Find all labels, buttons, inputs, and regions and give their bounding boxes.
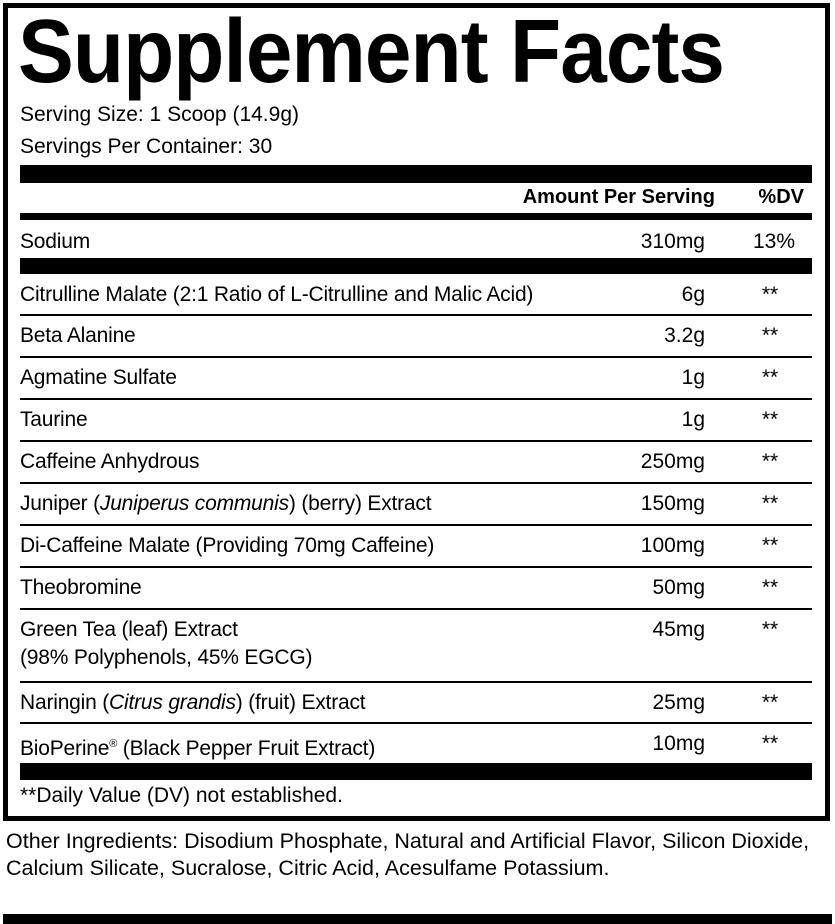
amount-header: Amount Per Serving: [522, 186, 715, 208]
name-part: ) (berry) Extract: [288, 492, 432, 515]
ingredient-amount: 50mg: [652, 576, 705, 599]
ingredient-row: Theobromine 50mg **: [20, 568, 812, 610]
ingredient-row: Juniper (Juniperus communis) (berry) Ext…: [20, 484, 812, 526]
ingredient-row: Beta Alanine 3.2g **: [20, 316, 812, 358]
ingredient-name: Green Tea (leaf) Extract (98% Polyphenols…: [20, 616, 312, 672]
ingredient-row: BioPerine® (Black Pepper Fruit Extract) …: [20, 724, 812, 763]
ingredient-name: Juniper (Juniperus communis) (berry) Ext…: [20, 490, 432, 518]
ingredient-amount: 10mg: [652, 732, 705, 755]
name-line: (98% Polyphenols, 45% EGCG): [20, 646, 313, 669]
ingredient-dv: **: [761, 450, 779, 473]
medium-divider: [20, 213, 812, 220]
ingredient-name: Theobromine: [20, 576, 142, 599]
ingredient-name: Di-Caffeine Malate (Providing 70mg Caffe…: [20, 534, 435, 557]
name-part: Juniper (: [20, 492, 100, 515]
ingredient-dv: **: [761, 534, 779, 557]
ingredient-amount: 100mg: [640, 534, 705, 557]
thick-divider: [20, 165, 812, 183]
ingredient-dv: **: [761, 283, 779, 306]
nutrient-row-sodium: Sodium 310mg 13%: [20, 222, 812, 258]
name-part: ) (fruit) Extract: [235, 691, 366, 714]
ingredient-amount: 3.2g: [664, 324, 705, 347]
latin-name: Juniperus communis: [99, 492, 289, 515]
registered-mark: ®: [109, 738, 118, 750]
ingredient-amount: 150mg: [640, 492, 705, 515]
ingredient-row: Caffeine Anhydrous 250mg **: [20, 442, 812, 484]
ingredient-amount: 6g: [681, 283, 705, 306]
ingredient-row: Citrulline Malate (2:1 Ratio of L-Citrul…: [20, 275, 812, 316]
other-ingredients: Other Ingredients: Disodium Phosphate, N…: [6, 829, 810, 880]
ingredient-dv: **: [761, 408, 779, 431]
name-part: Naringin (: [20, 691, 110, 714]
thick-divider: [20, 763, 812, 780]
nutrient-name: Sodium: [20, 230, 91, 253]
ingredient-name: Naringin (Citrus grandis) (fruit) Extrac…: [20, 689, 366, 717]
bottom-bar: [3, 914, 832, 924]
dv-header: %DV: [758, 186, 804, 208]
name-part: BioPerine: [20, 737, 110, 760]
name-line: Green Tea (leaf) Extract: [20, 618, 238, 641]
ingredient-dv: **: [761, 732, 779, 755]
ingredient-name: Agmatine Sulfate: [20, 366, 177, 389]
ingredient-dv: **: [761, 492, 779, 515]
ingredient-dv: **: [761, 324, 779, 347]
ingredient-row: Taurine 1g **: [20, 400, 812, 442]
ingredient-amount: 25mg: [652, 691, 705, 714]
ingredient-amount: 45mg: [652, 618, 705, 641]
ingredient-name: BioPerine® (Black Pepper Fruit Extract): [20, 730, 375, 763]
ingredient-name: Taurine: [20, 408, 88, 431]
supplement-facts-panel: [3, 3, 830, 821]
ingredient-dv: **: [761, 366, 779, 389]
nutrient-dv: 13%: [752, 230, 796, 253]
dv-footnote: **Daily Value (DV) not established.: [20, 784, 343, 807]
ingredient-dv: **: [761, 618, 779, 641]
thick-divider: [20, 258, 812, 274]
servings-per-container: Servings Per Container: 30: [20, 135, 273, 158]
ingredient-amount: 1g: [681, 408, 705, 431]
ingredient-amount: 250mg: [640, 450, 705, 473]
ingredient-row: Agmatine Sulfate 1g **: [20, 358, 812, 400]
name-part: (Black Pepper Fruit Extract): [117, 737, 376, 760]
ingredient-dv: **: [761, 576, 779, 599]
ingredient-row: Naringin (Citrus grandis) (fruit) Extrac…: [20, 683, 812, 724]
ingredient-amount: 1g: [681, 366, 705, 389]
panel-title: Supplement Facts: [18, 2, 725, 102]
ingredient-name: Caffeine Anhydrous: [20, 450, 200, 473]
ingredient-name: Beta Alanine: [20, 324, 136, 347]
serving-size: Serving Size: 1 Scoop (14.9g): [20, 103, 299, 126]
ingredient-name: Citrulline Malate (2:1 Ratio of L-Citrul…: [20, 283, 534, 306]
nutrient-amount: 310mg: [640, 230, 705, 253]
ingredient-dv: **: [761, 691, 779, 714]
column-header: Amount Per Serving %DV: [20, 183, 812, 213]
latin-name: Citrus grandis: [109, 691, 236, 714]
ingredient-row: Green Tea (leaf) Extract (98% Polyphenols…: [20, 610, 812, 683]
ingredient-row: Di-Caffeine Malate (Providing 70mg Caffe…: [20, 526, 812, 568]
